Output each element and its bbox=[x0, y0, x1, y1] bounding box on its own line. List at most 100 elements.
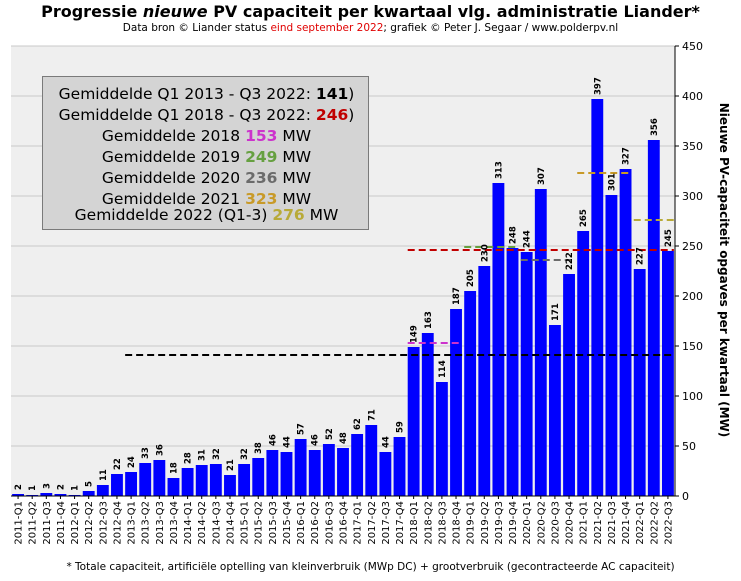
data-label: 38 bbox=[254, 442, 264, 454]
data-label: 301 bbox=[607, 173, 617, 191]
x-tick-label: 2022-Q1 bbox=[635, 501, 646, 545]
data-label: 11 bbox=[99, 469, 109, 481]
bar bbox=[379, 452, 392, 496]
avg-line-2021: Gemiddelde 2021 323 MW bbox=[101, 190, 312, 208]
data-label: 163 bbox=[424, 311, 434, 329]
y-tick-label: 50 bbox=[682, 440, 696, 453]
bar bbox=[633, 269, 646, 496]
avg-line-2018-2022: Gemiddelde Q1 2018 - Q3 2022: 246) bbox=[58, 106, 355, 124]
x-tick-label: 2021-Q4 bbox=[621, 501, 632, 545]
avg-value-2013-2022: 141 bbox=[315, 85, 349, 103]
data-label: 57 bbox=[297, 423, 307, 435]
data-label: 3 bbox=[42, 483, 52, 489]
avg-line-2022: Gemiddelde 2022 (Q1-3) 276 MW bbox=[74, 206, 339, 224]
data-label: 244 bbox=[523, 230, 533, 248]
x-tick-label: 2016-Q4 bbox=[339, 501, 350, 545]
bar bbox=[605, 195, 618, 496]
bar bbox=[111, 474, 123, 496]
bar bbox=[478, 266, 491, 496]
y-tick-label: 350 bbox=[682, 140, 703, 153]
x-tick-label: 2019-Q3 bbox=[494, 501, 505, 545]
title-part-3: PV capaciteit per kwartaal vlg. administ… bbox=[207, 2, 700, 21]
x-tick-label: 2012-Q1 bbox=[70, 501, 81, 545]
data-label: 36 bbox=[155, 444, 165, 456]
x-tick-label: 2013-Q3 bbox=[155, 501, 166, 545]
data-label: 21 bbox=[226, 459, 236, 471]
x-tick-label: 2014-Q3 bbox=[211, 501, 222, 545]
avg-value-2021: 323 bbox=[245, 190, 278, 208]
bar bbox=[96, 485, 109, 496]
x-tick-label: 2020-Q4 bbox=[565, 501, 576, 545]
data-label: 52 bbox=[325, 428, 335, 440]
x-tick-label: 2016-Q1 bbox=[296, 501, 307, 545]
bar bbox=[520, 252, 533, 496]
bar bbox=[209, 464, 222, 496]
bar bbox=[181, 468, 194, 496]
subtitle-part-3: ; grafiek © Peter J. Segaar / www.polder… bbox=[383, 22, 619, 34]
x-tick-label: 2011-Q2 bbox=[28, 501, 39, 545]
x-tick-label: 2019-Q1 bbox=[466, 501, 477, 545]
data-label: 31 bbox=[198, 449, 208, 461]
x-tick-label: 2021-Q1 bbox=[579, 501, 590, 545]
subtitle-part-2: eind september 2022 bbox=[270, 22, 384, 34]
bar bbox=[577, 231, 590, 496]
x-tick-label: 2013-Q1 bbox=[127, 501, 138, 545]
bar bbox=[252, 458, 265, 496]
data-label: 71 bbox=[367, 409, 377, 421]
x-tick-label: 2020-Q3 bbox=[550, 501, 561, 545]
y-ticks: 0 50 100 150 200 250 300 350 400 450 bbox=[675, 40, 703, 503]
avg-line-2013-2022: Gemiddelde Q1 2013 - Q3 2022: 141) bbox=[58, 85, 355, 103]
y-tick-label: 150 bbox=[682, 340, 703, 353]
data-label: 44 bbox=[282, 436, 292, 448]
data-label: 149 bbox=[410, 325, 420, 343]
data-label: 114 bbox=[438, 360, 448, 378]
bar bbox=[534, 189, 547, 496]
data-label: 5 bbox=[85, 481, 95, 487]
x-tick-label: 2017-Q1 bbox=[353, 501, 364, 545]
title-part-1: Progressie bbox=[41, 2, 143, 21]
x-tick-label: 2017-Q4 bbox=[395, 501, 406, 545]
bar bbox=[548, 325, 561, 496]
y-tick-label: 0 bbox=[682, 490, 689, 503]
bar bbox=[54, 494, 67, 496]
data-label: 356 bbox=[650, 118, 660, 136]
x-tick-label: 2011-Q4 bbox=[56, 501, 67, 545]
x-tick-label: 2018-Q3 bbox=[437, 501, 448, 545]
bar bbox=[563, 274, 575, 496]
bar bbox=[280, 452, 293, 496]
bar bbox=[421, 333, 434, 496]
x-tick-label: 2015-Q3 bbox=[268, 501, 279, 545]
bar bbox=[591, 99, 604, 496]
bar bbox=[266, 450, 279, 496]
data-label: 62 bbox=[353, 418, 363, 430]
avg-value-2019: 249 bbox=[245, 148, 278, 166]
data-label: 397 bbox=[593, 77, 603, 95]
data-label: 307 bbox=[537, 167, 547, 185]
data-label: 46 bbox=[311, 434, 321, 446]
data-label: 33 bbox=[141, 447, 151, 459]
x-tick-label: 2013-Q2 bbox=[141, 501, 152, 545]
chart-title: Progressie nieuwe PV capaciteit per kwar… bbox=[0, 2, 741, 21]
data-label: 32 bbox=[240, 448, 250, 460]
bar bbox=[195, 465, 208, 496]
bar bbox=[337, 448, 349, 496]
x-tick-label: 2018-Q4 bbox=[452, 501, 463, 545]
bar bbox=[167, 478, 180, 496]
x-tick-label: 2019-Q2 bbox=[480, 501, 491, 545]
averages-legend-box: Gemiddelde Q1 2013 - Q3 2022: 141) Gemid… bbox=[42, 76, 369, 230]
bar bbox=[322, 444, 335, 496]
data-label: 59 bbox=[396, 421, 406, 433]
x-tick-label: 2022-Q2 bbox=[649, 501, 660, 545]
bar bbox=[506, 248, 519, 496]
avg-line-2020: Gemiddelde 2020 236 MW bbox=[101, 169, 312, 187]
x-tick-label: 2017-Q3 bbox=[381, 501, 392, 545]
x-tick-label: 2020-Q2 bbox=[536, 501, 547, 545]
bar bbox=[40, 493, 53, 496]
chart-subtitle: Data bron © Liander status eind septembe… bbox=[0, 22, 741, 34]
bar bbox=[450, 309, 462, 496]
bar bbox=[139, 463, 152, 496]
data-label: 2 bbox=[14, 484, 24, 490]
data-label: 227 bbox=[636, 247, 646, 265]
x-tick-label: 2015-Q4 bbox=[282, 501, 293, 545]
